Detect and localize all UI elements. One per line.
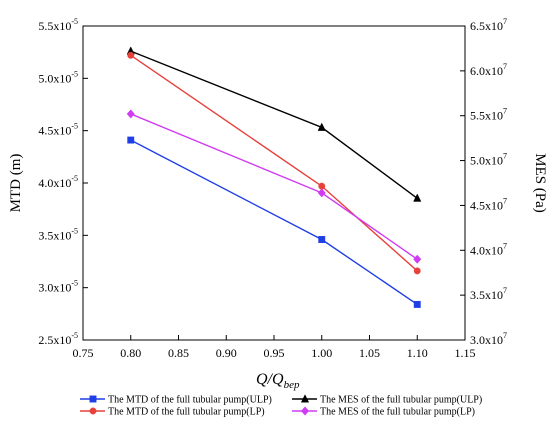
y-tick-label: 6.0x107	[470, 62, 507, 78]
y-tick-label: 6.5x107	[470, 17, 507, 33]
x-tick-label: 0.75	[73, 346, 94, 360]
series-3	[127, 51, 421, 275]
y-axis-right-label: MES (Pa)	[532, 153, 548, 213]
y-tick-label: 4.5x107	[470, 196, 507, 212]
series-layer	[126, 46, 422, 308]
y-axis-left-label: MTD (m)	[8, 154, 24, 213]
x-tick-label: 1.15	[455, 346, 476, 360]
x-tick-label: 0.95	[264, 346, 285, 360]
data-point	[127, 136, 135, 144]
legend-marker	[300, 406, 310, 416]
series-2	[126, 46, 422, 202]
series-line	[130, 50, 418, 199]
x-tick-label: 1.00	[311, 346, 332, 360]
x-tick-label: 0.90	[216, 346, 237, 360]
y-tick-label: 3.0x107	[470, 331, 507, 347]
plot-frame	[82, 25, 466, 341]
y-tick-label: 3.5x10-5	[38, 226, 78, 242]
svg-text:Q/Qbep: Q/Qbep	[256, 371, 300, 391]
legend-label: The MES of the full tubular pump(ULP)	[320, 395, 482, 406]
data-point	[126, 109, 135, 119]
y-tick-label: 2.5x10-5	[38, 331, 78, 347]
y-tick-label: 3.5x107	[470, 286, 507, 302]
x-tick-label: 1.05	[359, 346, 380, 360]
data-point	[317, 188, 326, 198]
series-1	[127, 136, 421, 308]
legend-marker	[89, 395, 97, 403]
y-tick-label: 5.5x107	[470, 107, 507, 123]
x-tick-label: 0.85	[168, 346, 189, 360]
series-4	[126, 109, 422, 264]
data-point	[413, 300, 421, 308]
legend: The MTD of the full tubular pump(ULP) The…	[80, 394, 482, 418]
x-axis-label: Q/Qbep	[256, 371, 300, 391]
y-tick-label: 4.5x10-5	[38, 122, 78, 138]
data-point	[413, 193, 422, 202]
legend-marker	[300, 394, 310, 403]
x-axis-ticks: 0.75 0.80 0.85 0.90 0.95 1.00 1.05 1.10 1.15	[73, 335, 476, 360]
data-point	[318, 236, 326, 243]
y-tick-label: 5.0x107	[470, 152, 507, 168]
y-tick-label: 4.0x107	[470, 241, 507, 257]
x-axis-label-main: Q/Q	[256, 371, 284, 388]
x-tick-label: 0.80	[120, 346, 141, 360]
plot-area-border	[82, 25, 466, 341]
right-axis-ticks: 3.0x107 3.5x107 4.0x107 4.5x107 5.0x107 5.5x1…	[460, 17, 507, 347]
y-tick-label: 3.0x10-5	[38, 279, 78, 295]
legend-marker	[89, 407, 97, 415]
legend-label: The MTD of the full tubular pump(ULP)	[108, 395, 272, 406]
y-tick-label: 5.0x10-5	[38, 69, 78, 85]
legend-item: The MES of the full tubular pump(ULP)	[292, 394, 482, 406]
series-line	[130, 113, 418, 260]
y-tick-label: 4.0x10-5	[38, 174, 78, 190]
left-axis-ticks: 2.5x10-5 3.0x10-5 3.5x10-5 4.0x10-5 4.5x10-5…	[38, 17, 88, 347]
y-tick-label: 5.5x10-5	[38, 17, 78, 33]
legend-label: The MES of the full tubular pump(LP)	[320, 407, 475, 418]
data-point	[127, 51, 135, 59]
legend-label: The MTD of the full tubular pump(LP)	[108, 407, 265, 418]
data-point	[317, 122, 326, 131]
series-line	[130, 139, 418, 305]
legend-item: The MTD of the full tubular pump(LP)	[80, 407, 265, 418]
x-tick-label: 1.10	[407, 346, 428, 360]
x-axis-label-subscript: bep	[284, 379, 300, 391]
data-point	[413, 267, 421, 275]
legend-item: The MTD of the full tubular pump(ULP)	[80, 395, 272, 406]
data-point	[413, 254, 422, 264]
legend-item: The MES of the full tubular pump(LP)	[292, 406, 475, 418]
